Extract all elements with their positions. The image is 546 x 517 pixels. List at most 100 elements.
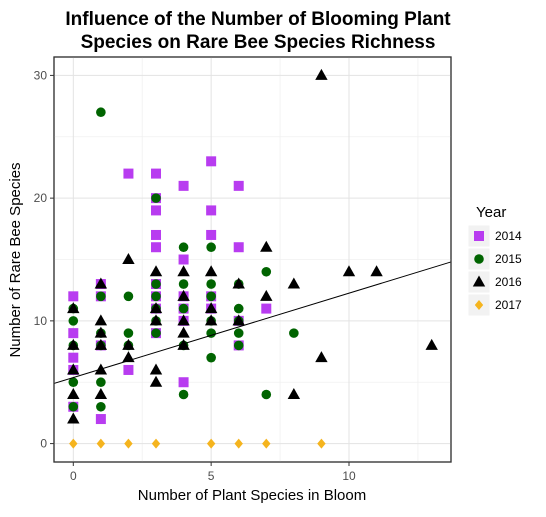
data-point-2015 [206,328,216,338]
plot-border [53,56,452,463]
data-point-2015 [233,328,244,338]
data-point-2016 [342,265,356,277]
data-point-2015 [68,401,79,412]
data-point-2016 [315,351,328,363]
data-point-2017 [124,438,133,449]
data-point-2016 [149,302,163,314]
legend: Year 2014 2015 2016 2017 [467,204,522,317]
data-point-2015 [96,401,106,412]
data-point-2016 [149,265,163,277]
data-point-2016 [177,338,190,350]
data-point-2015 [261,389,272,400]
data-point-2016 [260,240,273,252]
data-point-2017 [262,438,271,449]
data-point-2014 [206,229,217,240]
legend-title: Year [476,204,506,221]
y-axis-label: Number of Rare Bee Species [7,162,24,357]
data-point-2016 [315,68,328,80]
data-point-2014 [151,229,162,240]
data-point-2015 [206,291,216,302]
y-tick-label: 20 [34,191,48,205]
data-point-2014 [151,168,162,179]
data-point-2016 [149,375,163,387]
data-point-2016 [204,314,218,326]
data-point-2015 [178,242,189,253]
chart-title: Influence of the Number of Blooming Plan… [65,9,451,53]
data-point-2016 [122,253,135,264]
data-point-2016 [204,302,218,314]
legend-label-2017: 2017 [495,298,522,312]
trend-line [53,261,452,384]
data-point-2017 [151,438,161,449]
data-point-2015 [96,377,106,388]
data-point-2015 [233,340,244,351]
data-point-2014 [151,242,162,253]
data-point-2014 [178,377,189,388]
x-tick-label: 0 [70,469,77,483]
data-point-2015 [261,266,272,277]
data-point-2016 [260,289,273,301]
data-point-2015 [151,291,161,302]
data-point-2014 [178,254,189,265]
data-point-2016 [232,314,245,326]
data-point-2016 [425,338,438,350]
data-point-2015 [289,328,299,338]
data-point-2015 [151,193,161,203]
data-point-2014 [123,364,134,375]
data-point-2016 [122,338,135,350]
legend-label-2016: 2016 [495,275,522,289]
legend-symbol-2014 [474,231,484,241]
data-point-2016 [67,388,80,399]
data-point-2017 [69,438,78,449]
data-point-2016 [67,338,80,350]
grid-minor [54,57,451,462]
data-point-2016 [94,388,108,399]
chart-title-line-1: Influence of the Number of Blooming Plan… [65,9,451,30]
data-point-2015 [123,328,134,338]
legend-label-2014: 2014 [495,229,522,243]
data-point-2017 [96,438,106,449]
data-point-2015 [123,291,134,302]
data-point-2016 [177,326,190,338]
chart-title-line-2: Species on Rare Bee Species Richness [81,32,436,53]
data-point-2014 [123,168,134,179]
data-point-2014 [95,414,106,425]
data-point-2017 [317,438,326,449]
y-tick-label: 10 [34,314,48,328]
data-point-2014 [68,352,79,363]
data-point-2014 [68,328,79,339]
x-axis-ticks: 0 5 10 [70,462,356,483]
data-point-2016 [149,314,163,326]
legend-label-2015: 2015 [495,252,522,266]
y-tick-label: 30 [34,68,48,82]
data-point-2015 [68,377,79,388]
data-point-2016 [177,314,190,326]
data-point-2016 [177,289,190,301]
data-point-2015 [178,279,189,289]
data-point-2015 [151,328,161,338]
data-point-2015 [178,389,189,400]
data-point-2015 [151,279,161,289]
data-point-2015 [96,291,106,302]
data-point-2015 [233,303,244,314]
data-point-2014 [261,303,272,314]
data-point-2017 [206,438,216,449]
data-point-2014 [206,205,217,216]
legend-symbol-2017 [474,300,484,310]
data-point-2015 [96,107,106,118]
data-point-2014 [233,242,244,253]
data-point-2016 [94,338,108,350]
data-point-2014 [233,180,244,191]
x-tick-label: 5 [208,469,215,483]
data-point-2016 [232,277,245,289]
y-tick-label: 0 [40,437,47,451]
data-point-2017 [234,438,243,449]
data-point-2015 [206,352,216,363]
data-point-2016 [149,363,163,375]
trend-line-group [53,261,452,384]
data-point-2015 [206,279,216,289]
x-axis-label: Number of Plant Species in Bloom [138,487,366,504]
legend-symbol-2015 [474,254,484,264]
